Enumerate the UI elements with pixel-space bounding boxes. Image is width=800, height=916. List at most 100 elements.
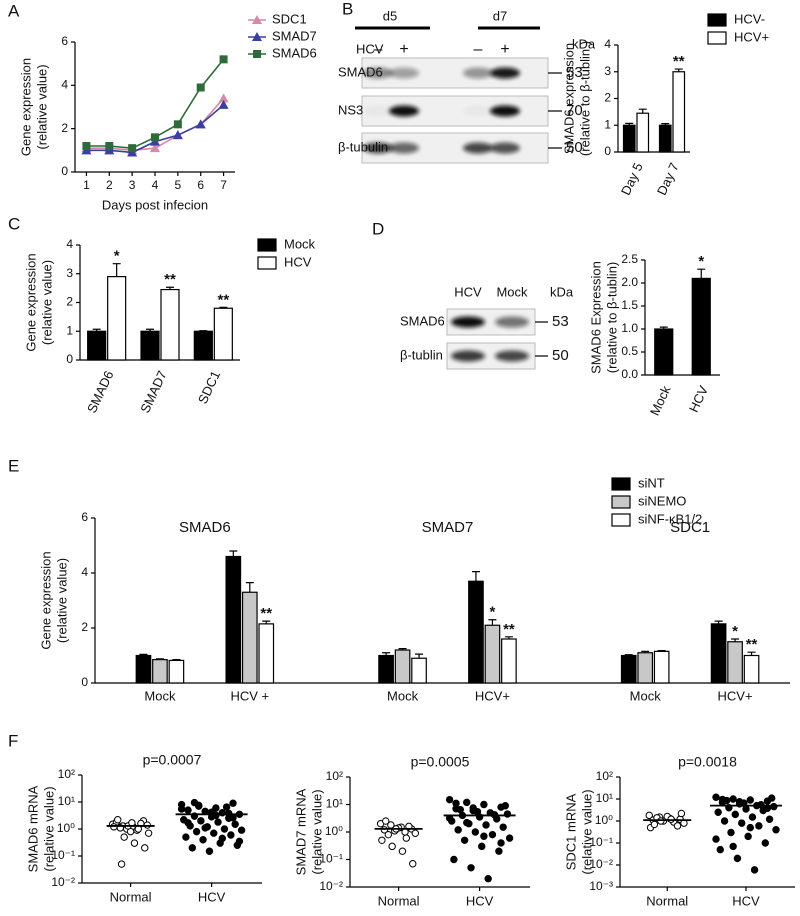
x-tick-label: 5 — [175, 178, 182, 192]
blot-band — [463, 142, 493, 154]
x-tick-label: Day 5 — [618, 160, 646, 197]
data-point — [222, 803, 231, 811]
y-axis-label: Gene expression — [18, 58, 33, 156]
kda-value: 70 — [566, 102, 583, 119]
y-tick-label: 10⁻² — [51, 875, 75, 889]
y-tick-label: 0.0 — [621, 367, 638, 381]
chart-title: p=0.0007 — [143, 752, 202, 768]
y-tick-label: 10⁰ — [595, 813, 613, 827]
bar — [152, 659, 168, 684]
bar — [87, 330, 107, 361]
y-tick-label: 1 — [604, 117, 611, 131]
x-tick-label: HCV + — [230, 688, 269, 703]
legend-swatch — [611, 513, 631, 527]
data-point — [488, 830, 497, 839]
blot-band — [463, 106, 493, 117]
significance: * — [732, 623, 738, 640]
error-bar — [697, 268, 706, 279]
y-tick-label: 10⁻¹ — [51, 848, 75, 862]
lane-sign: – — [474, 41, 483, 58]
significance: * — [114, 248, 120, 265]
error-bar — [112, 263, 121, 277]
data-point — [650, 820, 659, 829]
data-point — [177, 805, 186, 813]
data-point — [768, 794, 776, 802]
y-axis-label: (relative to β-tublin) — [604, 262, 619, 374]
significance: * — [698, 253, 704, 270]
bar — [241, 591, 258, 684]
legend-label: SMAD6 — [272, 45, 317, 60]
data-point — [463, 798, 471, 807]
legend-swatch — [611, 495, 631, 509]
blot-band — [451, 316, 485, 328]
data-point — [445, 795, 454, 804]
marker — [253, 50, 261, 58]
data-point — [117, 860, 126, 868]
data-point — [729, 842, 737, 851]
bar — [654, 328, 674, 376]
x-tick-label: SMAD7 — [137, 368, 170, 415]
error-bar — [638, 108, 647, 114]
x-tick-label: Normal — [378, 893, 420, 908]
data-point — [478, 842, 486, 851]
data-point — [727, 828, 735, 837]
x-tick-label: SDC1 — [195, 368, 223, 406]
y-tick-label: 2 — [604, 91, 611, 105]
data-point — [378, 836, 386, 844]
data-point — [761, 839, 769, 847]
y-tick-label: 10¹ — [326, 797, 343, 811]
error-bar — [624, 654, 633, 656]
bar — [168, 659, 185, 684]
lane-group: d5 — [383, 8, 397, 23]
data-point — [480, 800, 488, 809]
blot-band — [363, 67, 393, 79]
bar — [637, 652, 654, 684]
y-tick-label: 0 — [604, 144, 611, 158]
data-point — [130, 839, 139, 847]
kda-value: 53 — [566, 64, 583, 81]
x-tick-label: HCV+ — [718, 688, 753, 703]
marker — [252, 32, 262, 41]
bar — [620, 654, 637, 684]
lane-label: HCV — [454, 284, 482, 299]
y-tick-label: 0.5 — [621, 344, 638, 358]
data-point — [755, 822, 763, 830]
blot-band — [389, 142, 419, 154]
blot-band — [490, 105, 520, 117]
bar — [710, 623, 727, 684]
error-bar — [219, 306, 228, 309]
y-axis-label: SMAD6 mRNA — [25, 785, 40, 872]
row-label: β-tubulin — [338, 139, 388, 154]
data-point — [718, 795, 727, 804]
y-tick-label: 10⁻² — [589, 857, 613, 871]
data-point — [197, 817, 205, 825]
data-point — [411, 829, 420, 837]
y-tick-label: 4 — [61, 78, 68, 92]
x-tick-label: Mock — [630, 688, 662, 703]
bar — [411, 657, 427, 684]
legend-label: Mock — [284, 236, 316, 251]
error-bar — [731, 638, 740, 642]
data-point — [225, 809, 233, 818]
y-tick-label: 1.5 — [621, 298, 638, 312]
blot-band — [490, 67, 520, 79]
y-tick-label: 4 — [66, 237, 73, 251]
legend-swatch — [257, 256, 277, 270]
kda-unit: kDa — [550, 284, 574, 299]
blot-band — [463, 67, 493, 79]
error-bar — [659, 326, 668, 329]
row-label: HCV — [356, 41, 384, 56]
data-point — [409, 860, 417, 868]
lane-sign: – — [374, 41, 383, 58]
error-bar — [262, 620, 271, 624]
row-label: β-tublin — [400, 347, 443, 362]
significance: ** — [217, 291, 229, 308]
data-point — [190, 798, 199, 807]
y-tick-label: 4 — [81, 565, 88, 579]
x-tick-label: 3 — [129, 178, 136, 192]
data-point — [480, 832, 488, 840]
data-point — [210, 829, 218, 837]
data-point — [712, 793, 720, 801]
group-title: SMAD6 — [179, 519, 231, 536]
